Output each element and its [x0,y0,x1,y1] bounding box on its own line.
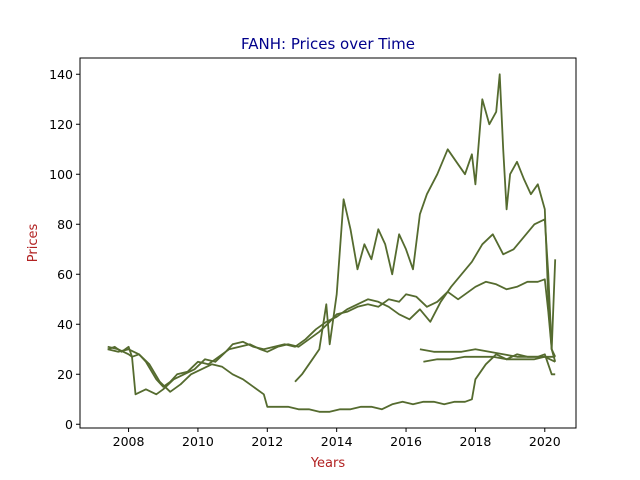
series-line-2 [107,218,557,396]
y-tick-label: 60 [57,267,73,282]
series-line-6 [423,355,556,363]
x-axis-label: Years [310,456,346,471]
y-tick-label: 80 [57,217,73,232]
x-axis: 2008 2010 2012 2014 2016 2018 2020 [113,428,561,449]
x-tick-label: 2010 [182,434,214,449]
x-tick-label: 2016 [390,434,422,449]
y-tick-label: 0 [65,417,73,432]
series-line-4 [294,73,557,383]
series-line-1 [107,278,557,388]
series-layer [107,73,557,413]
chart-title: FANH: Prices over Time [241,35,415,53]
x-tick-label: 2014 [321,434,353,449]
y-axis-label: Prices [26,224,41,263]
y-tick-label: 40 [57,317,73,332]
x-tick-label: 2008 [113,434,145,449]
x-tick-label: 2018 [460,434,492,449]
axes-frame [79,57,577,429]
x-tick-label: 2012 [251,434,283,449]
series-line-5 [419,348,556,358]
y-tick-label: 100 [49,167,73,182]
y-tick-label: 120 [49,117,73,132]
series-line-3 [107,348,556,413]
y-tick-label: 20 [57,367,73,382]
x-tick-label: 2020 [529,434,561,449]
y-tick-label: 140 [49,67,73,82]
y-axis: 0 20 40 60 80 100 120 140 [49,67,80,432]
